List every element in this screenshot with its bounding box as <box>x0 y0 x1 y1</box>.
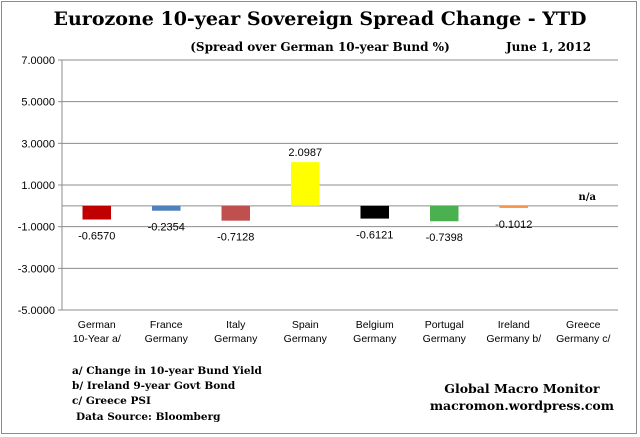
bars <box>82 162 528 222</box>
bar <box>430 205 459 222</box>
y-tick-label: 5.0000 <box>21 97 55 109</box>
footnotes: a/ Change in 10-year Bund Yield b/ Irela… <box>72 364 262 409</box>
bar <box>221 205 250 221</box>
category-label: Germany <box>353 333 397 345</box>
category-label: Germany c/ <box>556 333 610 345</box>
credit-url: macromon.wordpress.com <box>429 398 614 413</box>
footnote-a: a/ Change in 10-year Bund Yield <box>72 365 262 377</box>
y-tick-label: -5.0000 <box>18 305 55 317</box>
data-label: -0.6121 <box>356 230 393 242</box>
category-label: Belgium <box>356 319 394 331</box>
category-label: France <box>150 319 183 331</box>
footnote-b: b/ Ireland 9-year Govt Bond <box>72 380 236 392</box>
chart-title: Eurozone 10-year Sovereign Spread Change… <box>53 8 587 30</box>
data-label: -0.6570 <box>78 231 115 243</box>
chart-subtitle: (Spread over German 10-year Bund %) <box>190 40 450 54</box>
chart-date: June 1, 2012 <box>506 40 592 54</box>
category-label: Spain <box>292 319 319 331</box>
y-tick-label: 1.0000 <box>21 180 55 192</box>
data-label: -0.7398 <box>426 232 463 244</box>
category-label: Italy <box>226 319 246 331</box>
category-label: German <box>78 319 116 331</box>
category-labels: German 10-Year a/France Germany Italy German… <box>73 319 611 345</box>
data-label: -0.7128 <box>217 232 254 244</box>
footnote-c: c/ Greece PSI <box>72 395 151 407</box>
category-label: Germany <box>423 333 467 345</box>
axes: 7.0000 5.0000 3.0000 1.0000 -1.0000 -3.0000 -5… <box>18 55 618 317</box>
category-label: Greece <box>566 319 601 331</box>
credit: Global Macro Monitor macromon.wordpress.… <box>430 380 614 414</box>
data-label: -0.1012 <box>495 219 532 231</box>
category-label: Germany <box>145 333 189 345</box>
category-label: Germany <box>284 333 328 345</box>
category-label: Germany b/ <box>486 333 541 345</box>
bar <box>152 205 181 211</box>
bar <box>291 162 320 206</box>
y-tick-label: 3.0000 <box>21 138 55 150</box>
data-label: n/a <box>579 192 597 203</box>
data-labels: -0.6570 -0.2354 -0.7128 2.0987 -0.6121 -0.739… <box>78 147 596 244</box>
category-label: Portugal <box>425 319 464 331</box>
category-label: Germany <box>214 333 258 345</box>
category-label: Ireland <box>498 319 530 331</box>
y-tick-label: 7.0000 <box>21 55 55 67</box>
data-source: Data Source: Bloomberg <box>76 411 221 423</box>
bar <box>499 205 528 208</box>
data-label: -0.2354 <box>148 222 185 234</box>
bar <box>82 205 111 220</box>
category-label: 10-Year a/ <box>73 333 121 345</box>
y-tick-label: -1.0000 <box>18 222 55 234</box>
bar <box>360 205 389 219</box>
data-label: 2.0987 <box>288 147 322 159</box>
gridlines <box>62 59 618 311</box>
credit-name: Global Macro Monitor <box>444 381 600 396</box>
y-tick-label: -3.0000 <box>18 263 55 275</box>
